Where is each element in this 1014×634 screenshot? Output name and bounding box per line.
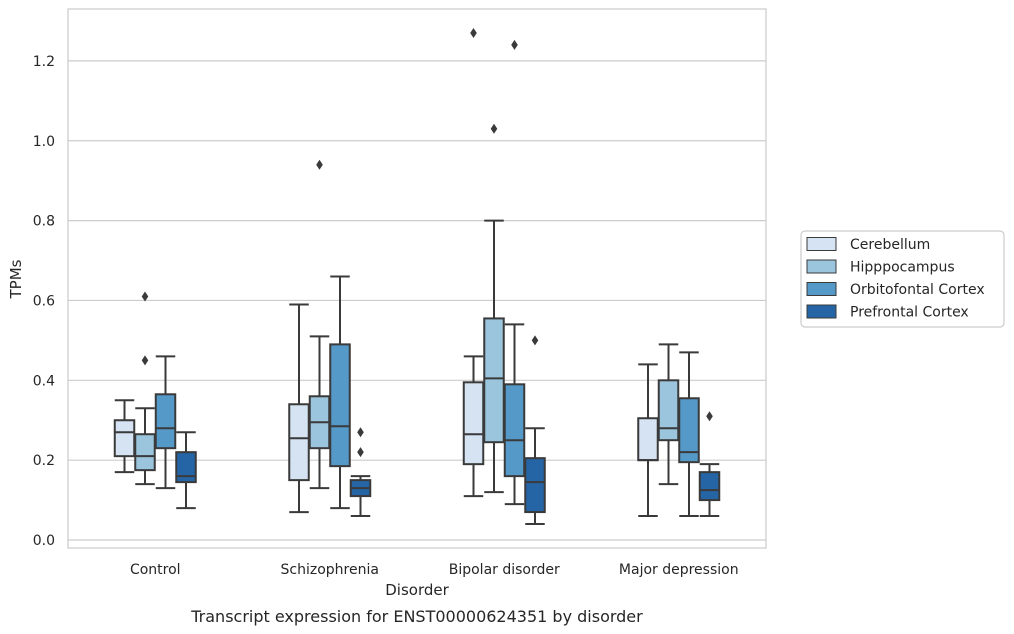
y-tick-label: 0.2: [33, 453, 55, 469]
box-iqr: [657, 379, 680, 442]
legend-label: Cerebellum: [850, 237, 930, 253]
box-orbitofontal-cortex: [329, 275, 351, 510]
plot-frame: [67, 8, 767, 549]
outlier-point: [470, 27, 477, 38]
outlier-point: [357, 427, 364, 438]
box-hipppocampus: [483, 123, 505, 494]
outlier-point: [141, 291, 149, 302]
box-iqr: [637, 417, 659, 462]
box-cerebellum: [637, 363, 659, 518]
outlier-point: [490, 123, 498, 134]
box-hipppocampus: [308, 159, 331, 490]
legend-label: Hipppocampus: [850, 260, 955, 276]
box-prefrontal-cortex: [698, 411, 721, 518]
box-orbitofontal-cortex: [678, 351, 700, 518]
box-iqr: [175, 451, 197, 484]
outlier-point: [141, 355, 149, 366]
y-tick-label: 0.4: [33, 373, 55, 389]
chart-caption: Transcript expression for ENST0000062435…: [190, 607, 643, 626]
box-orbitofontal-cortex: [503, 39, 526, 506]
legend: Cerebellum Hipppocampus Orbitofontal Corte…: [800, 230, 1005, 328]
box-prefrontal-cortex: [349, 427, 372, 518]
box-iqr: [524, 457, 546, 514]
box-cerebellum: [462, 27, 485, 498]
legend-swatch: [806, 282, 837, 296]
x-tick-label: Bipolar disorder: [449, 562, 560, 578]
y-axis-label: TPMs: [7, 259, 25, 299]
box-cerebellum: [113, 399, 136, 474]
box-iqr: [113, 419, 136, 458]
outlier-point: [316, 159, 323, 170]
legend-swatch: [806, 304, 837, 319]
legend-swatch: [806, 259, 837, 274]
y-tick-label: 0.0: [33, 533, 55, 549]
grid-lines: [68, 60, 766, 541]
y-axis-ticks: 0.0 0.2 0.4 0.6 0.8 1.0 1.2: [33, 54, 55, 549]
box-iqr: [483, 317, 505, 444]
box-plots: [113, 27, 721, 526]
legend-label: Orbitofontal Cortex: [850, 282, 985, 298]
box-iqr: [698, 471, 721, 502]
box-iqr: [288, 403, 310, 482]
outlier-point: [511, 39, 518, 50]
box-cerebellum: [288, 303, 310, 514]
y-tick-label: 1.0: [33, 134, 55, 150]
box-hipppocampus: [134, 291, 156, 486]
box-iqr: [154, 393, 177, 450]
legend-label: Prefrontal Cortex: [850, 305, 969, 321]
y-tick-label: 0.8: [33, 214, 55, 230]
box-iqr: [329, 343, 351, 468]
x-axis-ticks: Control Schizophrenia Bipolar disorder Majo…: [130, 562, 739, 578]
y-tick-label: 0.6: [33, 293, 55, 309]
box-orbitofontal-cortex: [154, 355, 177, 490]
box-iqr: [678, 397, 700, 464]
box-hipppocampus: [657, 343, 680, 486]
box-iqr: [462, 381, 485, 466]
y-tick-label: 1.2: [33, 54, 55, 70]
outlier-point: [531, 335, 539, 346]
legend-swatch: [806, 237, 837, 251]
outlier-point: [357, 447, 364, 458]
x-tick-label: Schizophrenia: [281, 562, 379, 578]
box-prefrontal-cortex: [524, 335, 546, 526]
x-axis-label: Disorder: [385, 581, 449, 599]
box-iqr: [503, 383, 526, 478]
x-tick-label: Major depression: [619, 562, 739, 578]
legend-frame: [800, 230, 1005, 328]
x-tick-label: Control: [130, 562, 181, 578]
box-prefrontal-cortex: [175, 431, 197, 510]
outlier-point: [706, 411, 713, 422]
box-iqr: [134, 433, 156, 472]
